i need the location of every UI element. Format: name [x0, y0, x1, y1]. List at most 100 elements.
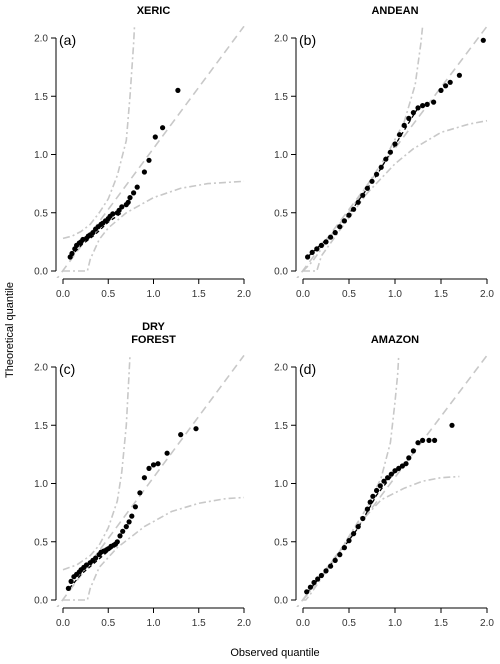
panel-xeric: 0.0 0.5 1.0 1.5 2.0 0.0 0.5 1.0 1.5 2.0 (a) XERIC [34, 5, 251, 300]
data-point [424, 101, 430, 107]
data-point [337, 552, 343, 558]
x-tick-label: 1.0 [388, 618, 402, 629]
data-point [432, 437, 438, 443]
data-point [131, 190, 137, 196]
data-point [160, 125, 166, 131]
data-point [403, 461, 409, 467]
data-point [332, 230, 338, 236]
data-point [351, 206, 357, 212]
y-tick-label: 0.5 [274, 537, 288, 548]
data-point [311, 579, 317, 586]
data-point [314, 246, 320, 252]
data-point [396, 465, 402, 471]
figure-ylabel: Theoretical quantile [4, 282, 16, 378]
lower-envelope-line [303, 475, 460, 601]
data-point [309, 249, 315, 255]
fitted-line [68, 543, 118, 589]
data-point [119, 204, 125, 210]
data-point [129, 513, 135, 519]
data-point [150, 462, 157, 468]
data-point [152, 134, 158, 140]
x-tick-label: 0.0 [296, 618, 310, 629]
data-point [480, 37, 486, 43]
x-tick-label: 0.5 [342, 289, 356, 300]
y-tick-label: 1.5 [34, 92, 48, 103]
x-tick-label: 1.5 [192, 289, 206, 300]
data-point [415, 440, 421, 446]
data-point [65, 585, 71, 592]
panel-title: FOREST [131, 334, 176, 346]
data-point [364, 506, 370, 512]
figure-xlabel: Observed quantile [230, 647, 319, 659]
data-point [68, 578, 74, 585]
data-point [360, 192, 366, 198]
y-tick-label: 0.5 [34, 208, 48, 219]
data-point [307, 584, 313, 590]
data-point [323, 568, 329, 574]
data-point [447, 79, 453, 85]
data-point [387, 149, 393, 155]
x-tick-label: 0.5 [101, 289, 115, 300]
data-point [120, 528, 126, 534]
data-point [456, 72, 462, 78]
data-point [178, 432, 184, 438]
data-point [114, 539, 120, 545]
data-point [90, 230, 96, 236]
plot-area [296, 26, 488, 278]
data-point [332, 557, 338, 564]
panel-amazon: 0.0 0.5 1.0 1.5 2.0 0.0 0.5 1.0 1.5 2.0 (d) AMAZON [274, 334, 494, 629]
y-tick-label: 0.0 [34, 267, 48, 278]
data-point [318, 242, 324, 248]
data-point [123, 524, 129, 530]
upper-envelope-line [62, 355, 131, 571]
y-tick-label: 1.5 [34, 421, 48, 432]
data-point [126, 519, 132, 525]
data-point [364, 185, 370, 191]
panel-andean: 0.0 0.5 1.0 1.5 2.0 0.0 0.5 1.0 1.5 2.0 (b) ANDEAN [274, 5, 494, 300]
data-point [132, 504, 138, 510]
data-point [378, 164, 384, 170]
data-point [328, 563, 334, 569]
data-point [193, 426, 199, 432]
data-point [127, 195, 133, 201]
data-point [346, 538, 352, 544]
data-point [323, 239, 329, 245]
y-tick-label: 1.0 [34, 479, 48, 490]
y-tick-label: 0.5 [274, 208, 288, 219]
data-point [155, 461, 161, 467]
data-point [328, 234, 334, 240]
x-tick-label: 2.0 [480, 289, 494, 300]
data-point [346, 212, 352, 218]
data-point [449, 422, 455, 428]
data-point [381, 478, 387, 484]
upper-envelope-line [302, 355, 400, 601]
data-point [397, 132, 403, 138]
y-tick-label: 1.5 [274, 421, 288, 432]
data-point [383, 156, 389, 162]
data-point [304, 589, 310, 595]
data-point [377, 483, 383, 489]
panel-title: DRY [142, 321, 165, 333]
panel-label: (b) [299, 32, 316, 48]
data-point [360, 515, 366, 522]
data-point [318, 572, 324, 579]
data-point [305, 254, 311, 260]
data-point [141, 169, 147, 175]
data-point [175, 87, 181, 93]
data-point [355, 199, 361, 205]
x-tick-label: 0.0 [296, 289, 310, 300]
panel-label: (d) [299, 361, 316, 377]
data-point [134, 184, 140, 190]
fitted-line [307, 107, 419, 258]
plot-area [296, 355, 488, 607]
data-point [93, 555, 99, 561]
x-tick-label: 1.0 [388, 289, 402, 300]
data-point [420, 437, 426, 443]
data-point [351, 531, 357, 537]
data-point [426, 437, 432, 443]
data-point [110, 211, 116, 217]
data-point [438, 87, 444, 93]
data-point [410, 448, 416, 454]
data-point [141, 475, 147, 481]
lower-envelope-line [63, 496, 245, 601]
